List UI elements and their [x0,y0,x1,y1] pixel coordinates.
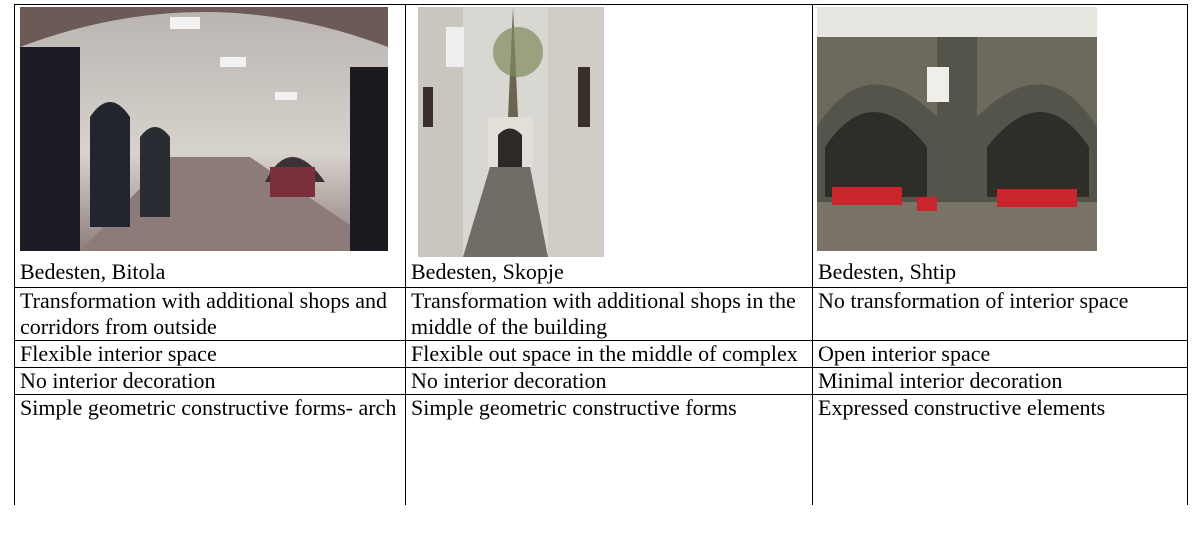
caption: Bedesten, Bitola [20,259,166,284]
cell: Expressed constructive elements [812,394,1188,505]
cell: Simple geometric constructive forms- arc… [14,394,406,505]
cell: Flexible out space in the middle of comp… [405,340,813,368]
cell: No transformation of interior space [812,287,1188,341]
row: Flexible interior space Flexible out spa… [14,340,1188,368]
cell: Bedesten, Skopje [405,4,813,288]
row: Simple geometric constructive forms- arc… [14,394,1188,505]
photo-bitola [20,7,388,251]
cell: No interior decoration [405,367,813,395]
cell: Bedesten, Shtip [812,4,1188,288]
cell: Minimal interior decoration [812,367,1188,395]
photo-shtip [817,7,1097,251]
cell: Transformation with additional shops in … [405,287,813,341]
row: No interior decoration No interior decor… [14,367,1188,395]
cell: Flexible interior space [14,340,406,368]
cell: Transformation with additional shops and… [14,287,406,341]
cell: No interior decoration [14,367,406,395]
cell: Simple geometric constructive forms [405,394,813,505]
comparison-table: Bedesten, Bitola Bedesten, Skopje [14,4,1188,505]
cell: Bedesten, Bitola [14,4,406,288]
row: Transformation with additional shops and… [14,287,1188,341]
caption: Bedesten, Skopje [411,259,564,284]
image-row: Bedesten, Bitola Bedesten, Skopje [14,4,1188,288]
cell: Open interior space [812,340,1188,368]
caption: Bedesten, Shtip [818,259,957,284]
photo-skopje [418,7,604,257]
